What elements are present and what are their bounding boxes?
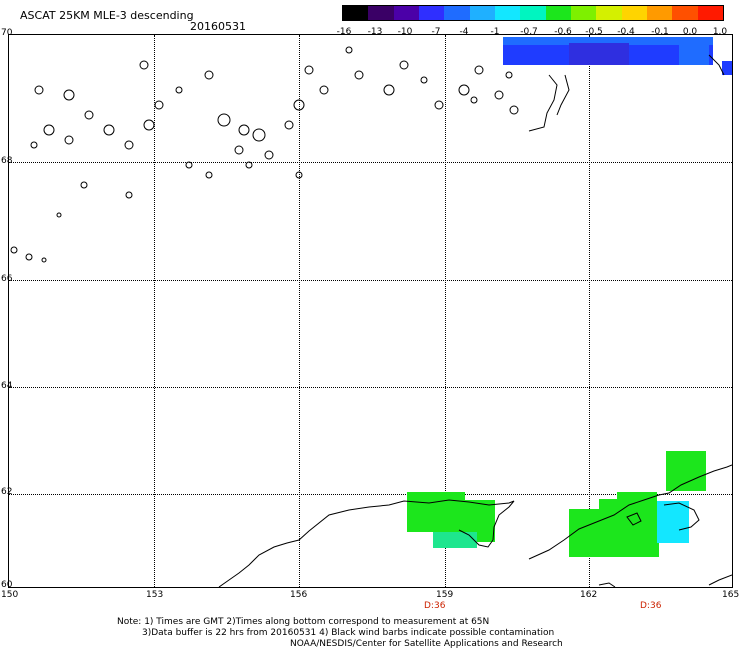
wind-cells-bottom [407, 451, 706, 557]
grid-line-lat [9, 162, 732, 163]
colorbar-swatch [418, 6, 445, 20]
colorbar-swatch [393, 6, 419, 20]
colorbar-swatch [621, 6, 647, 20]
footnote-line-1: Note: 1) Times are GMT 2)Times along bot… [117, 617, 490, 627]
lat-label: 62 [1, 487, 13, 497]
map-canvas [10, 37, 732, 587]
colorbar-label: -7 [431, 27, 441, 37]
lon-label: 165 [722, 590, 740, 600]
colorbar-swatch [646, 6, 673, 20]
lat-label: 66 [1, 274, 13, 284]
wind-cells-top [503, 37, 732, 75]
colorbar-swatch [570, 6, 597, 20]
grid-line-lon [589, 35, 590, 587]
footnote-line-2: 3)Data buffer is 22 hrs from 20160531 4)… [142, 628, 555, 638]
colorbar-label: -13 [367, 27, 383, 37]
coastlines [218, 54, 732, 587]
lat-label: 64 [1, 381, 13, 391]
time-label: D:36 [640, 601, 662, 611]
colorbar-label: -0.6 [554, 27, 572, 37]
colorbar-label: 1.0 [712, 27, 728, 37]
colorbar-swatch [672, 6, 698, 20]
colorbar [342, 5, 724, 21]
colorbar-labels: -16 -13 -10 -7 -4 -1 -0.7 -0.6 -0.5 -0.4… [330, 27, 730, 39]
colorbar-label: -16 [336, 27, 352, 37]
lon-label: 162 [580, 590, 598, 600]
colorbar-label: -0.4 [617, 27, 635, 37]
lat-label: 60 [1, 580, 13, 590]
colorbar-label: 0.0 [682, 27, 698, 37]
colorbar-label: -0.7 [520, 27, 538, 37]
colorbar-label: -1 [490, 27, 500, 37]
colorbar-label: -4 [459, 27, 469, 37]
grid-line-lat [9, 494, 732, 495]
colorbar-swatch [596, 6, 622, 20]
colorbar-label: -0.1 [651, 27, 669, 37]
sea-ice-contours [10, 46, 519, 263]
map-title: ASCAT 25KM MLE-3 descending [20, 9, 194, 22]
colorbar-swatch [697, 6, 723, 20]
grid-line-lon [154, 35, 155, 587]
map-panel [8, 34, 733, 588]
colorbar-swatch [368, 6, 394, 20]
grid-line-lon [445, 35, 446, 587]
map-date: 20160531 [190, 20, 246, 33]
colorbar-label: -0.5 [585, 27, 603, 37]
lon-label: 153 [146, 590, 164, 600]
grid-line-lon [299, 35, 300, 587]
colorbar-label: -10 [397, 27, 413, 37]
footnote-line-3: NOAA/NESDIS/Center for Satellite Applica… [290, 639, 563, 649]
colorbar-swatch [545, 6, 571, 20]
lon-label: 150 [1, 590, 19, 600]
colorbar-swatch [494, 6, 521, 20]
lon-label: 156 [290, 590, 308, 600]
colorbar-swatch [343, 6, 369, 20]
colorbar-swatch [520, 6, 546, 20]
lat-label: 70 [1, 28, 13, 38]
grid-line-lat [9, 387, 732, 388]
lon-label: 159 [436, 590, 454, 600]
time-label: D:36 [424, 601, 446, 611]
colorbar-swatch [469, 6, 495, 20]
lat-label: 68 [1, 156, 13, 166]
colorbar-swatch [444, 6, 470, 20]
grid-line-lat [9, 280, 732, 281]
